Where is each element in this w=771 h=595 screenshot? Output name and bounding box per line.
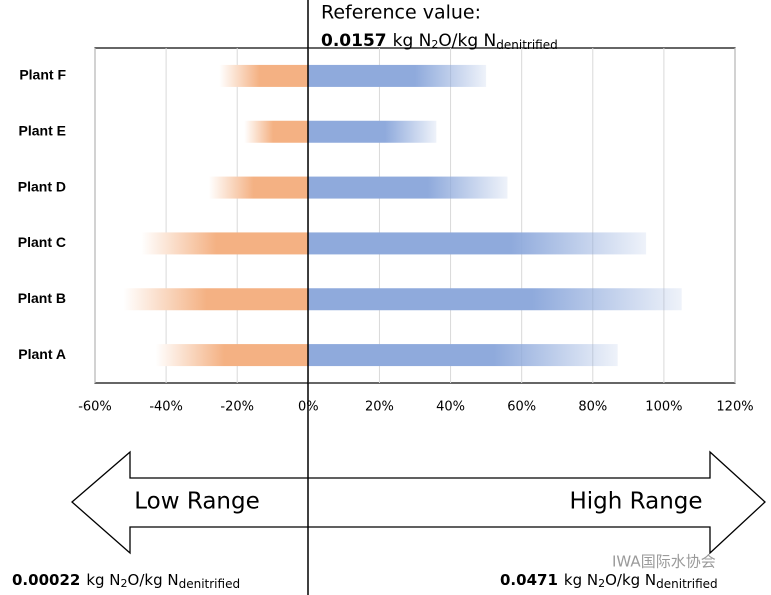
value: 0.0471: [500, 571, 558, 589]
unit-sub: 2: [431, 38, 438, 51]
unit: kg N: [86, 571, 120, 589]
category-label: Plant A: [18, 346, 66, 362]
category-label: Plant B: [18, 290, 66, 306]
low-range-label: Low Range: [134, 489, 260, 515]
reference-value: 0.0157 kg N2O/kg Ndenitrified: [321, 31, 558, 52]
plot: -60%-40%-20%0%20%40%60%80%100%120%Plant …: [18, 48, 754, 415]
low-value: 0.00022 kg N2O/kg Ndenitrified: [12, 571, 240, 591]
bar: [308, 120, 437, 143]
bar: [244, 120, 309, 143]
bar: [308, 232, 647, 255]
x-tick-label: -60%: [78, 400, 112, 415]
bar: [208, 176, 309, 199]
category-label: Plant C: [18, 234, 66, 250]
unit-sub: 2: [121, 577, 128, 590]
bar: [308, 64, 487, 87]
category-label: Plant D: [18, 178, 66, 194]
x-tick-label: -40%: [149, 400, 183, 415]
high-range-label: High Range: [569, 489, 702, 515]
x-tick-label: 60%: [507, 400, 536, 415]
category-label: Plant E: [19, 122, 66, 138]
x-tick-label: 100%: [645, 400, 682, 415]
unit: O/kg N: [128, 571, 179, 589]
unit: kg N: [393, 31, 432, 51]
category-label: Plant F: [19, 67, 66, 83]
unit: O/kg N: [605, 571, 656, 589]
watermark: IWA国际水协会: [612, 553, 716, 571]
bar: [308, 288, 682, 311]
unit-sub: 2: [598, 577, 605, 590]
x-tick-label: 120%: [716, 400, 753, 415]
bar: [219, 64, 309, 87]
bar: [123, 288, 309, 311]
unit-sub: denitrified: [656, 577, 717, 591]
bar: [308, 344, 618, 367]
bar: [141, 232, 309, 255]
x-tick-label: -20%: [220, 400, 254, 415]
x-tick-label: 40%: [436, 400, 465, 415]
value: 0.00022: [12, 571, 80, 589]
range-arrow: [71, 450, 766, 555]
x-tick-label: 20%: [365, 400, 394, 415]
plot-frame: [94, 47, 736, 384]
unit-sub: denitrified: [179, 577, 240, 591]
unit-sub: denitrified: [496, 38, 557, 52]
bar: [155, 344, 309, 367]
value: 0.0157: [321, 31, 387, 51]
high-value: 0.0471 kg N2O/kg Ndenitrified: [500, 571, 718, 591]
unit: O/kg N: [438, 31, 496, 51]
unit: kg N: [564, 571, 598, 589]
x-tick-label: 80%: [578, 400, 607, 415]
reference-label: Reference value:: [321, 2, 481, 24]
bar: [308, 176, 508, 199]
